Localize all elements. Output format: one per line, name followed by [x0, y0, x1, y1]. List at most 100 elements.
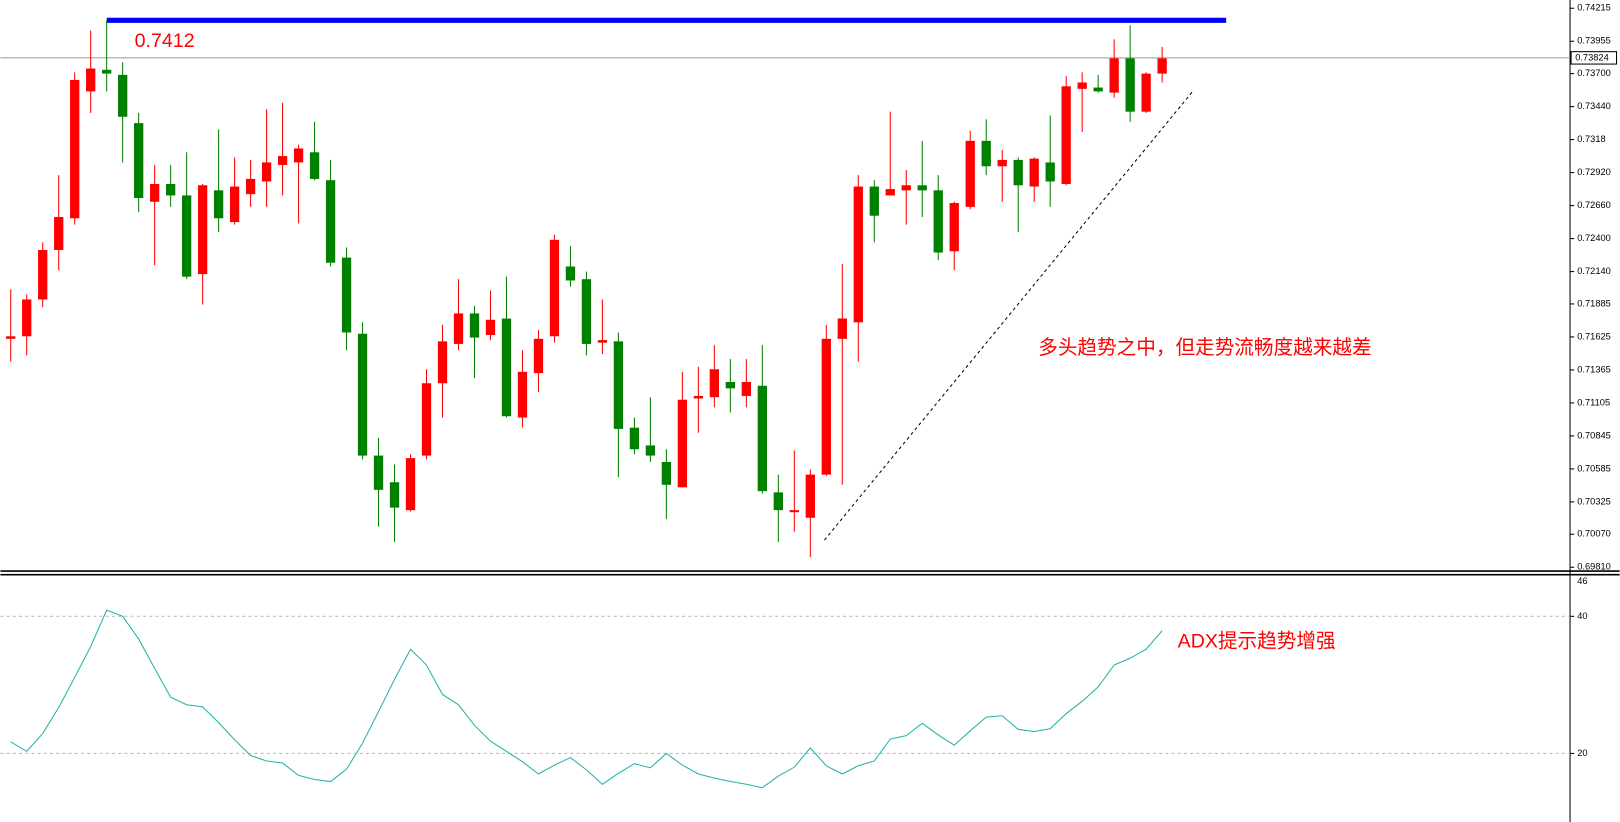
candle-body: [54, 217, 64, 250]
candle-body: [997, 159, 1007, 167]
candle-body: [277, 156, 288, 165]
candle-body: [885, 189, 895, 196]
y-tick-label: 0.72400: [1577, 233, 1611, 243]
candle-body: [661, 461, 672, 485]
candle-body: [677, 399, 688, 488]
candle-body: [1157, 58, 1167, 74]
y-tick-label: 0.70325: [1577, 496, 1611, 506]
candle-body: [773, 492, 783, 511]
candle-body: [1029, 158, 1039, 187]
candle-body: [629, 427, 640, 450]
candle-body: [421, 383, 432, 456]
candle-body: [373, 455, 384, 490]
annotation: ADX提示趋势增强: [1178, 631, 1336, 653]
candle-body: [6, 336, 16, 339]
y-tick-label: 0.73440: [1577, 101, 1611, 111]
candle-body: [613, 341, 624, 429]
candle-body: [134, 123, 144, 198]
candle-body: [517, 371, 528, 418]
candle-body: [485, 319, 496, 336]
price-tag: [1570, 51, 1618, 65]
y-tick-label: 0.69810: [1577, 562, 1611, 572]
candle-body: [197, 185, 208, 275]
y-tick-label: 0.70585: [1577, 463, 1611, 473]
candle-body: [965, 140, 975, 207]
candle-body: [1013, 159, 1023, 186]
candle-body: [357, 333, 368, 456]
candle-body: [38, 249, 48, 300]
candle-body: [293, 148, 304, 163]
candle-body: [1077, 82, 1087, 89]
candle-body: [501, 318, 512, 417]
candle-body: [165, 184, 176, 196]
candle-body: [325, 180, 336, 263]
candle-body: [757, 385, 767, 492]
candle-body: [1141, 73, 1151, 112]
trend-line: [824, 90, 1194, 541]
candle-body: [309, 152, 320, 179]
candle-body: [181, 195, 192, 277]
candle-body: [453, 313, 464, 344]
candle-body: [917, 185, 927, 191]
candle-body: [949, 203, 959, 252]
y-tick-label: 0.73700: [1577, 68, 1611, 78]
candle-body: [86, 68, 96, 92]
candle-body: [341, 257, 352, 333]
candle-body: [709, 369, 720, 398]
candle-body: [229, 186, 240, 223]
candle-body: [70, 79, 80, 219]
y-tick-label: 0.72140: [1577, 266, 1611, 276]
candle-body: [789, 510, 799, 513]
candle-body: [102, 69, 112, 74]
y-tick-label: 0.70070: [1577, 529, 1611, 539]
y-tick-label: 0.74215: [1577, 3, 1611, 13]
candle-body: [118, 74, 128, 117]
candle-body: [981, 140, 991, 167]
candle-body: [933, 190, 943, 253]
candle-body: [405, 458, 416, 511]
y-tick-label: 0.73955: [1577, 36, 1611, 46]
candle-body: [1061, 86, 1071, 185]
candle-body: [597, 340, 608, 343]
annotation: 多头趋势之中，但走势流畅度越来越差: [1038, 337, 1371, 359]
candle-body: [853, 186, 863, 323]
y-tick-label: 0.71365: [1577, 364, 1611, 374]
y-tick-label: 0.7318: [1577, 134, 1605, 144]
candle-body: [581, 279, 592, 344]
candle-body: [149, 184, 160, 202]
candle-body: [261, 162, 272, 182]
y-tick-label: 0.71105: [1577, 397, 1610, 407]
candle-body: [821, 338, 831, 475]
y-tick-label: 40: [1577, 611, 1587, 621]
candle-body: [837, 318, 847, 339]
candle-body: [437, 341, 448, 384]
y-tick-label: 0.71625: [1577, 331, 1611, 341]
candle-body: [469, 313, 480, 338]
y-tick-label: 0.72660: [1577, 200, 1611, 210]
candle-body: [565, 266, 576, 281]
candle-body: [805, 474, 815, 518]
candle-body: [741, 381, 751, 396]
level-label: 0.7412: [135, 30, 195, 52]
candle-body: [901, 185, 911, 191]
candle-body: [693, 395, 704, 399]
candle-body: [1093, 87, 1103, 92]
candle-body: [645, 445, 656, 456]
candle-body: [869, 186, 879, 216]
y-tick-label: 0.70845: [1577, 430, 1611, 440]
adx-line: [10, 609, 1163, 789]
candle-body: [22, 299, 32, 337]
y-tick-label: 0.72920: [1577, 167, 1611, 177]
y-tick-label: 20: [1577, 748, 1587, 758]
candle-body: [725, 381, 735, 389]
candle-body: [389, 482, 400, 508]
candle-body: [533, 338, 544, 374]
y-tick-label: 0.71885: [1577, 298, 1611, 308]
y-axis-max-label: 46: [1577, 576, 1587, 586]
candle-body: [1045, 162, 1055, 182]
candle-body: [213, 190, 224, 219]
current-price-label: 0.73824: [1575, 52, 1609, 62]
